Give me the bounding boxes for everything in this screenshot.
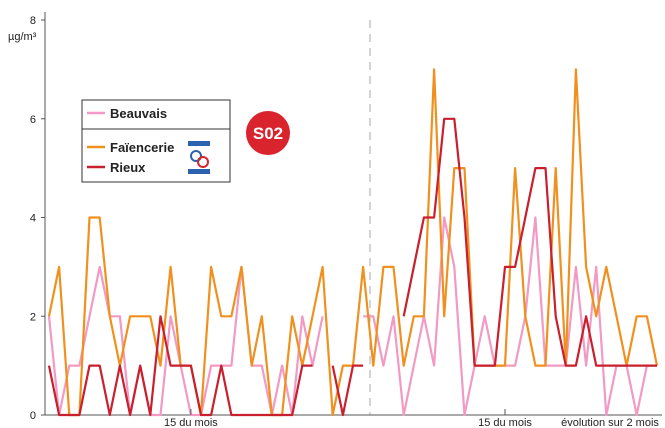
legend-label: Rieux — [110, 160, 146, 175]
cofrac-logo — [186, 140, 212, 176]
y-tick-label: 2 — [30, 311, 36, 323]
x-tick-label: 15 du mois — [164, 417, 218, 428]
legend-label: Beauvais — [110, 106, 167, 121]
legend-label: Faïencerie — [110, 140, 174, 155]
series-line — [47, 216, 657, 417]
x-axis-label: évolution sur 2 mois — [561, 417, 659, 428]
y-tick-label: 4 — [30, 213, 36, 225]
y-tick-label: 8 — [30, 15, 36, 27]
badge-text: S02 — [253, 124, 283, 143]
y-tick-label: 0 — [30, 410, 36, 422]
series-line — [47, 117, 657, 417]
y-tick-label: 6 — [30, 114, 36, 126]
y-axis-label: µg/m³ — [8, 31, 37, 43]
x-tick-label: 15 du mois — [478, 417, 532, 428]
badge — [246, 111, 290, 155]
